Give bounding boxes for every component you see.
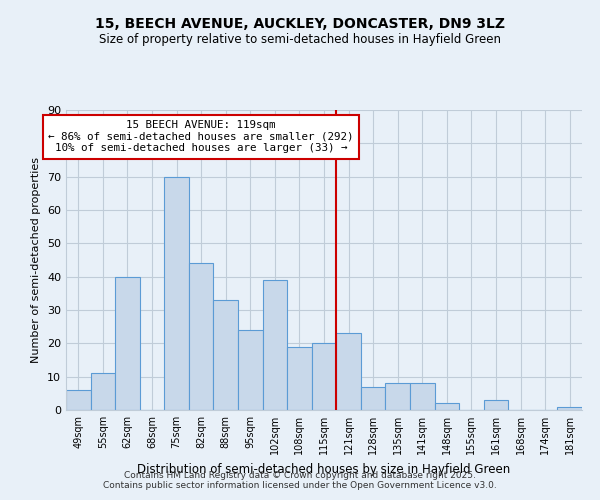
X-axis label: Distribution of semi-detached houses by size in Hayfield Green: Distribution of semi-detached houses by …	[137, 462, 511, 475]
Text: Size of property relative to semi-detached houses in Hayfield Green: Size of property relative to semi-detach…	[99, 32, 501, 46]
Bar	[312, 344, 336, 410]
Bar	[336, 334, 361, 410]
Bar	[91, 374, 115, 410]
Bar	[557, 406, 582, 410]
Bar	[434, 404, 459, 410]
Bar	[238, 330, 263, 410]
Bar	[164, 176, 189, 410]
Bar	[287, 346, 312, 410]
Text: 15 BEECH AVENUE: 119sqm
← 86% of semi-detached houses are smaller (292)
10% of s: 15 BEECH AVENUE: 119sqm ← 86% of semi-de…	[49, 120, 354, 153]
Text: Contains HM Land Registry data © Crown copyright and database right 2025.
Contai: Contains HM Land Registry data © Crown c…	[103, 470, 497, 490]
Bar	[214, 300, 238, 410]
Bar	[410, 384, 434, 410]
Bar	[361, 386, 385, 410]
Bar	[263, 280, 287, 410]
Bar	[115, 276, 140, 410]
Bar	[66, 390, 91, 410]
Text: 15, BEECH AVENUE, AUCKLEY, DONCASTER, DN9 3LZ: 15, BEECH AVENUE, AUCKLEY, DONCASTER, DN…	[95, 18, 505, 32]
Bar	[385, 384, 410, 410]
Bar	[189, 264, 214, 410]
Bar	[484, 400, 508, 410]
Y-axis label: Number of semi-detached properties: Number of semi-detached properties	[31, 157, 41, 363]
